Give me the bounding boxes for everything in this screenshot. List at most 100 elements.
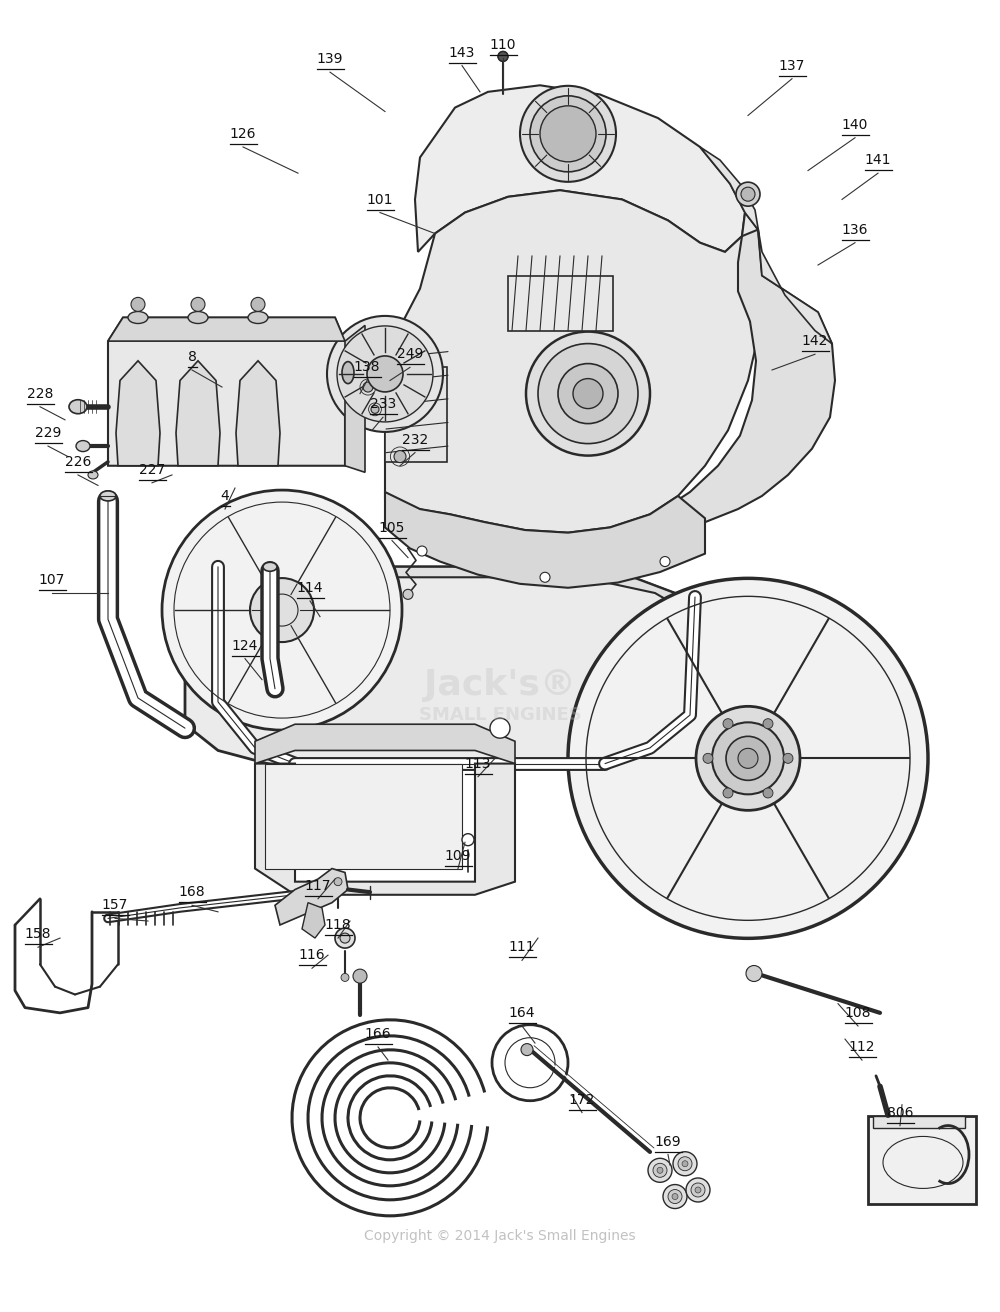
Circle shape <box>736 182 760 206</box>
Circle shape <box>520 85 616 182</box>
Polygon shape <box>255 724 515 764</box>
Text: 806: 806 <box>887 1106 913 1119</box>
Text: 137: 137 <box>779 59 805 72</box>
Circle shape <box>672 1194 678 1199</box>
Circle shape <box>490 718 510 739</box>
Circle shape <box>131 298 145 311</box>
Circle shape <box>723 719 733 728</box>
Text: 143: 143 <box>449 46 475 59</box>
Ellipse shape <box>76 441 90 451</box>
Text: SMALL ENGINES: SMALL ENGINES <box>419 706 581 724</box>
Ellipse shape <box>248 311 268 324</box>
Circle shape <box>526 332 650 455</box>
Ellipse shape <box>100 491 116 501</box>
Polygon shape <box>108 318 345 341</box>
Text: 166: 166 <box>365 1027 391 1040</box>
Polygon shape <box>255 764 515 895</box>
Circle shape <box>741 188 755 201</box>
Circle shape <box>723 789 733 798</box>
Circle shape <box>337 325 433 422</box>
Text: 232: 232 <box>402 433 428 446</box>
Ellipse shape <box>88 471 98 479</box>
Polygon shape <box>302 903 325 938</box>
Circle shape <box>686 1178 710 1202</box>
Text: 116: 116 <box>299 949 325 962</box>
Bar <box>873 1117 965 1128</box>
Text: 229: 229 <box>35 426 61 440</box>
Bar <box>385 367 447 462</box>
Polygon shape <box>108 318 345 466</box>
Ellipse shape <box>263 563 277 571</box>
Circle shape <box>462 833 474 846</box>
Bar <box>508 276 613 331</box>
Text: 114: 114 <box>297 581 323 594</box>
Circle shape <box>703 753 713 764</box>
Circle shape <box>763 719 773 728</box>
Polygon shape <box>415 85 745 252</box>
Circle shape <box>162 491 402 729</box>
Text: 111: 111 <box>509 941 535 954</box>
Circle shape <box>417 546 427 556</box>
Circle shape <box>678 1157 692 1170</box>
Polygon shape <box>185 567 718 768</box>
Circle shape <box>540 572 550 583</box>
Text: 8: 8 <box>188 350 196 363</box>
Circle shape <box>367 356 403 392</box>
Circle shape <box>498 51 508 62</box>
Text: 126: 126 <box>230 127 256 140</box>
Polygon shape <box>236 361 280 466</box>
Bar <box>868 1117 976 1204</box>
Polygon shape <box>345 325 365 472</box>
Circle shape <box>335 928 355 949</box>
Circle shape <box>250 579 314 642</box>
Ellipse shape <box>128 311 148 324</box>
Text: 105: 105 <box>379 521 405 534</box>
Circle shape <box>540 106 596 161</box>
Text: 118: 118 <box>325 918 351 932</box>
Polygon shape <box>275 869 348 925</box>
Circle shape <box>353 970 367 983</box>
Circle shape <box>251 298 265 311</box>
Polygon shape <box>176 361 220 466</box>
Text: 158: 158 <box>25 928 51 941</box>
Circle shape <box>657 1168 663 1173</box>
Circle shape <box>663 1185 687 1208</box>
Polygon shape <box>348 367 385 387</box>
Polygon shape <box>385 492 705 588</box>
Text: 164: 164 <box>509 1006 535 1019</box>
Text: 169: 169 <box>655 1135 681 1148</box>
Circle shape <box>403 589 413 600</box>
Circle shape <box>558 363 618 424</box>
Circle shape <box>341 974 349 981</box>
Text: 227: 227 <box>139 463 165 476</box>
Text: 140: 140 <box>842 118 868 131</box>
Text: 117: 117 <box>305 879 331 892</box>
Polygon shape <box>640 230 835 531</box>
Polygon shape <box>700 147 832 344</box>
Text: 172: 172 <box>569 1093 595 1106</box>
Text: 139: 139 <box>317 52 343 66</box>
Circle shape <box>568 579 928 938</box>
Circle shape <box>763 789 773 798</box>
Circle shape <box>530 96 606 172</box>
Polygon shape <box>385 190 762 533</box>
Text: Jack's®: Jack's® <box>424 668 576 702</box>
Ellipse shape <box>188 311 208 324</box>
Text: 168: 168 <box>179 886 205 899</box>
Text: 101: 101 <box>367 193 393 206</box>
Text: 107: 107 <box>39 573 65 586</box>
Ellipse shape <box>69 400 87 413</box>
Circle shape <box>538 344 638 443</box>
Text: 138: 138 <box>354 361 380 374</box>
Text: 157: 157 <box>102 899 128 912</box>
Ellipse shape <box>342 362 354 383</box>
Circle shape <box>783 753 793 764</box>
Text: 110: 110 <box>490 38 516 51</box>
Circle shape <box>327 316 443 432</box>
Circle shape <box>712 723 784 794</box>
Text: 124: 124 <box>232 639 258 652</box>
Circle shape <box>648 1158 672 1182</box>
Text: 108: 108 <box>845 1006 871 1019</box>
Text: 233: 233 <box>370 398 396 411</box>
Circle shape <box>340 933 350 943</box>
